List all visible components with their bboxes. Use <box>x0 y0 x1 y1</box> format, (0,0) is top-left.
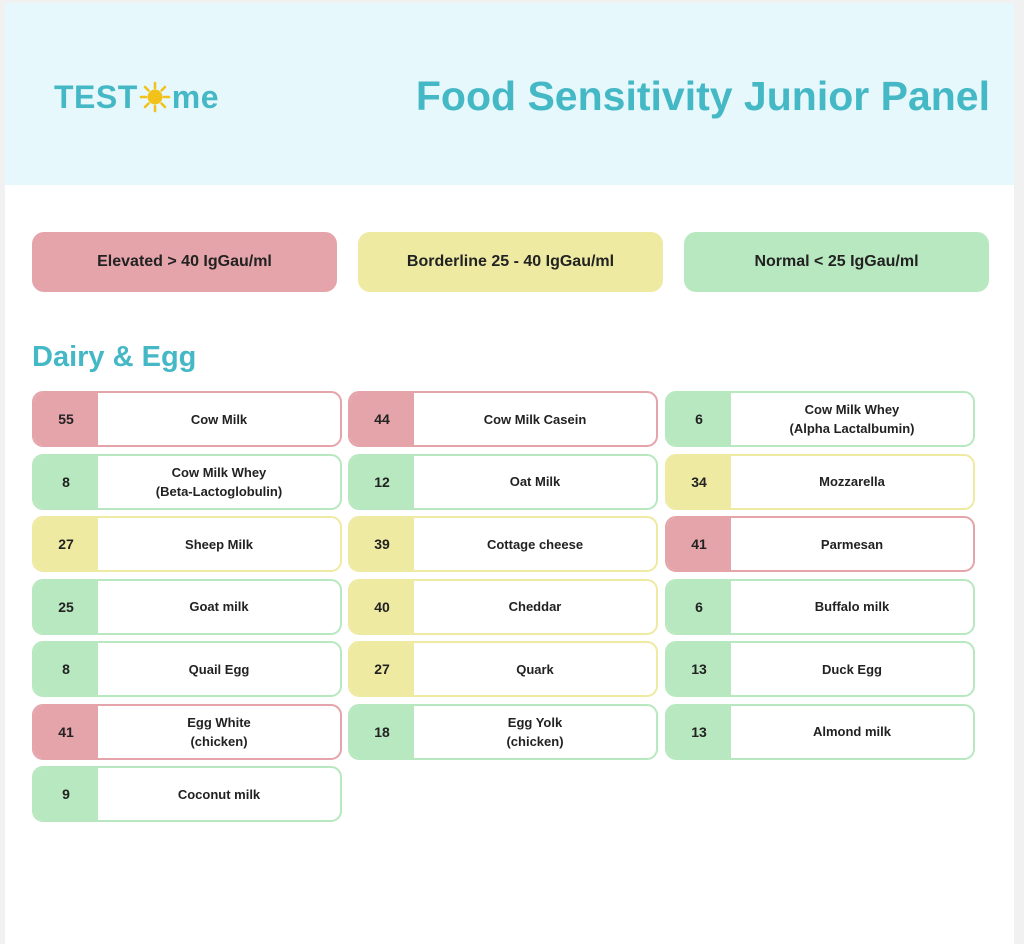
legend-normal: Normal < 25 IgGau/ml <box>684 232 989 292</box>
result-food-name: Cow Milk Casein <box>483 411 587 427</box>
result-score: 12 <box>350 455 414 508</box>
result-item: 39 Cottage cheese <box>348 516 658 572</box>
result-food-name: Duck Egg <box>822 661 882 677</box>
result-food-name: Cottage cheese <box>486 536 584 552</box>
result-score: 27 <box>350 643 414 695</box>
result-food-name: Buffalo milk <box>814 599 890 614</box>
result-item: 40 Cheddar <box>348 578 658 635</box>
result-score: 39 <box>350 518 414 570</box>
report-page: TEST me Food Sensitivity Junior Panel El… <box>5 3 1014 944</box>
result-score: 27 <box>34 518 98 570</box>
result-item: 27 Sheep Milk <box>32 516 342 572</box>
result-item: 13 Duck Egg <box>665 641 975 697</box>
result-score: 34 <box>667 455 731 508</box>
result-item: 34 Mozzarella <box>665 453 975 510</box>
page-title: Food Sensitivity Junior Panel <box>415 73 990 119</box>
result-score: 44 <box>350 393 414 445</box>
result-item: 6 Buffalo milk <box>665 578 975 635</box>
result-item: 6 Cow Milk Whey (Alpha Lactalbumin) <box>665 391 975 447</box>
result-food-name: Mozzarella <box>819 474 885 489</box>
result-food-name: Egg Yolk (chicken) <box>506 714 564 749</box>
result-score: 6 <box>667 580 731 633</box>
result-food-name: Parmesan <box>820 536 884 552</box>
logo-text-left: TEST <box>54 78 138 115</box>
result-score: 9 <box>34 768 98 820</box>
result-score: 8 <box>34 455 98 508</box>
result-item: 18 Egg Yolk (chicken) <box>348 703 658 760</box>
legend-borderline: Borderline 25 - 40 IgGau/ml <box>358 232 663 292</box>
result-item: 8 Cow Milk Whey (Beta-Lactoglobulin) <box>32 453 342 510</box>
report-header: TEST me Food Sensitivity Junior Panel <box>5 3 1014 185</box>
section-title: Dairy & Egg <box>32 341 197 373</box>
result-item: 27 Quark <box>348 641 658 697</box>
logo-text-right: me <box>171 78 220 115</box>
result-food-name: Cheddar <box>508 599 562 614</box>
result-score: 6 <box>667 393 731 445</box>
sun-icon <box>139 81 171 113</box>
result-food-name: Almond milk <box>812 724 891 739</box>
result-food-name: Cow Milk Whey (Alpha Lactalbumin) <box>789 402 915 436</box>
result-food-name: Oat Milk <box>509 474 561 489</box>
result-score: 13 <box>667 705 731 758</box>
result-food-name: Sheep Milk <box>185 536 253 552</box>
result-food-name: Egg White (chicken) <box>187 714 251 749</box>
result-item: 41 Parmesan <box>665 516 975 572</box>
result-score: 41 <box>667 518 731 570</box>
result-item: 55 Cow Milk <box>32 391 342 447</box>
result-score: 25 <box>34 580 98 633</box>
result-score: 13 <box>667 643 731 695</box>
result-score: 41 <box>34 705 98 758</box>
result-score: 8 <box>34 643 98 695</box>
result-item: 13 Almond milk <box>665 703 975 760</box>
result-food-name: Cow Milk <box>190 411 248 427</box>
result-item: 41 Egg White (chicken) <box>32 703 342 760</box>
result-food-name: Quark <box>516 661 554 677</box>
legend-elevated: Elevated > 40 IgGau/ml <box>32 232 337 292</box>
result-item: 25 Goat milk <box>32 578 342 635</box>
result-item: 44 Cow Milk Casein <box>348 391 658 447</box>
result-food-name: Cow Milk Whey (Beta-Lactoglobulin) <box>155 464 283 499</box>
result-food-name: Quail Egg <box>188 661 250 677</box>
result-score: 55 <box>34 393 98 445</box>
result-item: 9 Coconut milk <box>32 766 342 822</box>
result-food-name: Goat milk <box>189 599 249 614</box>
result-score: 18 <box>350 705 414 758</box>
result-item: 12 Oat Milk <box>348 453 658 510</box>
result-score: 40 <box>350 580 414 633</box>
result-item: 8 Quail Egg <box>32 641 342 697</box>
testme-logo: TEST me <box>54 77 219 117</box>
result-food-name: Coconut milk <box>177 786 261 802</box>
